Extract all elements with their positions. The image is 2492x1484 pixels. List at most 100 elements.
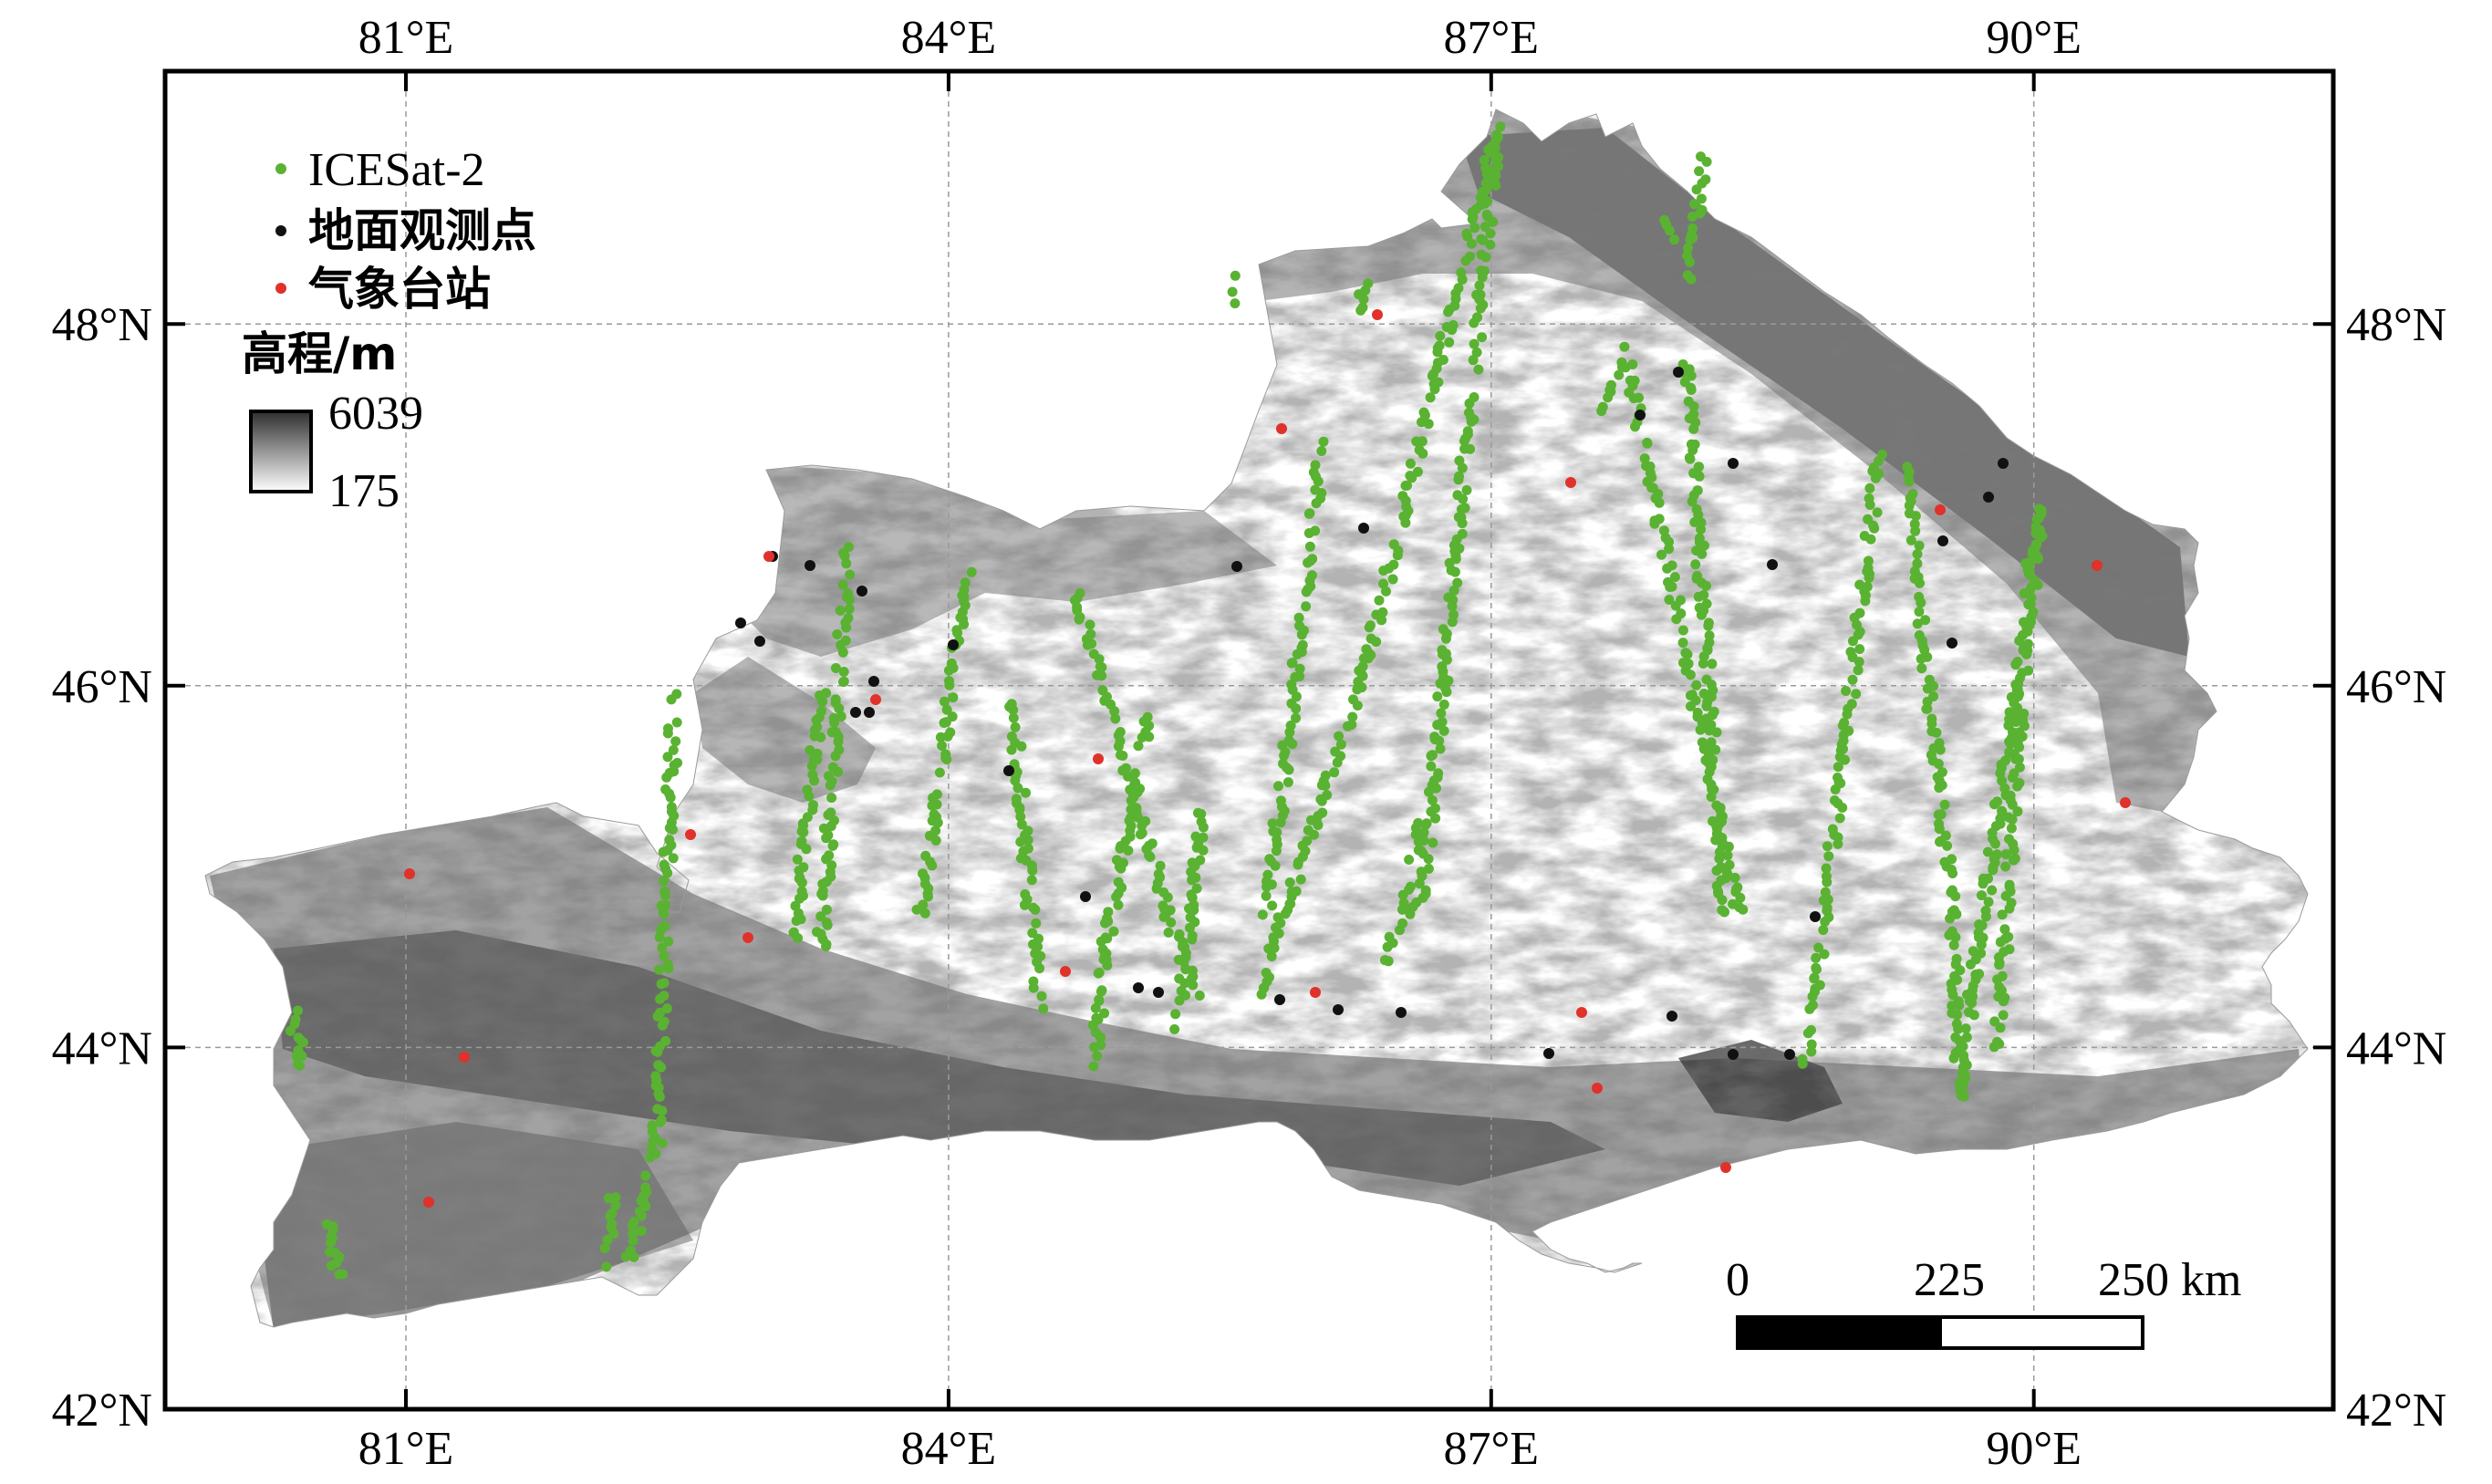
icesat-point [1701,700,1712,711]
icesat-point [1155,860,1166,871]
icesat-point [1711,866,1722,876]
icesat-point [654,964,664,975]
icesat-point [1864,572,1874,583]
icesat-point [628,1251,639,1262]
icesat-point [1426,761,1437,772]
icesat-point [1490,180,1501,191]
icesat-point [826,793,837,804]
scale-bar-label-0: 0 [1726,1254,1750,1306]
icesat-point [1948,939,1959,950]
icesat-point [1916,653,1926,664]
icesat-point [832,629,843,639]
icesat-point [1872,507,1883,518]
icesat-point [1469,317,1480,328]
icesat-point [1090,1002,1101,1013]
icesat-point [1696,193,1707,204]
icesat-point [1812,964,1822,975]
icesat-point [1654,497,1665,508]
icesat-point [1841,686,1852,696]
ground-observation-point [1728,458,1739,469]
icesat-point [1797,1058,1808,1069]
icesat-point [1019,899,1030,910]
icesat-point [1421,818,1432,829]
icesat-point [935,732,946,742]
icesat-point [804,791,815,802]
icesat-point [1447,617,1458,628]
weather-station-point [1565,477,1576,488]
icesat-point [1978,878,1988,889]
icesat-point [1699,540,1709,551]
icesat-point [1082,639,1093,650]
icesat-point [1933,809,1944,820]
lat-tick-label: 48°N [2346,299,2446,351]
icesat-point [1968,1010,1979,1021]
icesat-point [2023,599,2034,610]
icesat-point [1822,841,1833,852]
icesat-point [1947,1001,1957,1012]
icesat-point [1462,231,1473,242]
icesat-point [1696,524,1707,534]
icesat-point [1847,636,1858,647]
icesat-point [1038,1003,1049,1014]
icesat-point [1448,586,1459,596]
icesat-point [1833,838,1843,849]
icesat-point [652,1046,663,1057]
icesat-point [656,1062,667,1073]
ground-observation-point [1810,911,1821,922]
lon-tick-label: 90°E [1986,1423,2082,1475]
icesat-point [959,619,970,629]
icesat-point [1695,208,1706,219]
icesat-point [923,891,933,902]
weather-station-point [1720,1162,1731,1173]
icesat-point [817,696,828,707]
icesat-point [798,826,809,837]
icesat-point [1467,213,1478,224]
icesat-point [1030,904,1041,915]
icesat-point [794,893,805,904]
ground-observation-point [1998,458,2009,469]
icesat-point [919,908,930,918]
lat-tick-label: 42°N [2346,1385,2446,1437]
icesat-point [1954,1077,1965,1088]
icesat-point [2024,567,2035,578]
weather-station-point [1093,753,1104,764]
icesat-point [1630,421,1640,432]
icesat-point [627,1220,638,1231]
icesat-point [671,717,682,728]
icesat-point [1671,614,1682,625]
icesat-point [1818,895,1829,906]
icesat-point [1284,727,1295,738]
icesat-point [1860,596,1871,607]
icesat-point [1997,775,2008,786]
icesat-point [1435,330,1446,341]
icesat-point [1935,744,1946,755]
icesat-point [2018,645,2029,656]
icesat-point [662,752,673,763]
scale-bar-white-segment [1938,1315,2144,1350]
icesat-point [1008,704,1019,715]
icesat-point [1272,827,1282,838]
weather-station-point [2120,797,2131,808]
ground-observation-point [1784,1049,1795,1060]
weather-stations [404,309,2131,1208]
icesat-point [297,1037,308,1048]
icesat-point [1436,708,1447,719]
ground-observation-point [1937,535,1948,546]
icesat-point [1995,768,2006,779]
icesat-point [1820,917,1831,927]
icesat-point [1092,1051,1103,1062]
icesat-point [1096,662,1107,673]
icesat-point [939,696,950,707]
icesat-point [1976,890,1987,901]
icesat-point [1603,392,1614,403]
legend-station-marker [275,283,286,294]
icesat-point [659,950,670,961]
icesat-point [1669,572,1680,583]
icesat-point [1459,443,1470,454]
icesat-point [952,628,963,638]
icesat-point [1853,657,1864,668]
icesat-point [1343,721,1353,732]
icesat-point [1196,808,1207,819]
ground-observation-point [868,676,879,687]
icesat-point [834,703,845,714]
